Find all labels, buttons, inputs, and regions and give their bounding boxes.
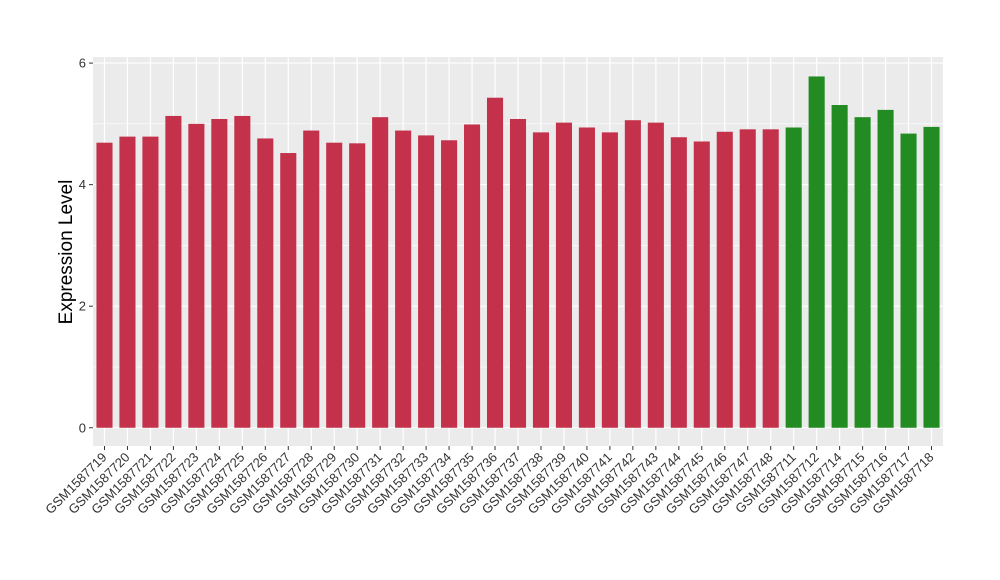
bar-GSM1587716 [877,109,894,428]
bar-GSM1587722 [165,115,182,428]
bar-GSM1587736 [486,97,504,428]
x-axis: GSM1587719GSM1587720GSM1587721GSM1587722… [42,446,937,517]
bar-GSM1587735 [464,124,481,428]
y-axis: 0 2 4 6 [79,56,93,435]
bar-GSM1587726 [257,138,274,428]
bar-GSM1587739 [555,122,572,428]
bar-GSM1587737 [509,118,527,428]
y-axis-title: Expression Level [56,180,77,325]
bar-GSM1587741 [601,132,618,428]
bar-GSM1587743 [647,122,664,428]
bar-GSM1587729 [326,142,343,428]
y-tick-label: 4 [79,177,86,192]
bars [96,76,940,428]
bar-GSM1587728 [303,130,320,428]
y-tick-label: 6 [79,56,86,71]
bar-GSM1587738 [532,132,550,428]
bar-GSM1587730 [349,143,366,428]
bar-GSM1587711 [785,127,802,428]
bar-GSM1587745 [693,141,710,428]
bar-GSM1587712 [808,76,825,428]
bar-GSM1587733 [418,135,435,428]
bar-GSM1587719 [96,142,113,428]
bar-GSM1587731 [372,117,389,428]
bar-GSM1587742 [624,120,641,428]
bar-GSM1587724 [211,118,228,428]
bar-GSM1587727 [280,153,297,428]
y-tick-label: 0 [79,420,86,435]
bar-GSM1587746 [716,131,733,428]
bar-GSM1587744 [670,137,687,428]
bar-GSM1587715 [854,117,871,428]
bar-GSM1587740 [578,127,595,428]
y-tick-label: 2 [79,299,86,314]
bar-GSM1587718 [923,126,940,428]
bar-GSM1587748 [762,129,779,428]
bar-GSM1587725 [234,115,251,428]
bar-GSM1587723 [188,123,205,428]
bar-GSM1587717 [900,133,917,428]
bar-GSM1587721 [142,136,159,428]
bar-GSM1587720 [119,136,136,428]
bar-GSM1587734 [441,140,458,428]
bar-GSM1587714 [831,105,848,428]
bar-GSM1587732 [395,130,412,428]
bar-GSM1587747 [739,129,756,428]
